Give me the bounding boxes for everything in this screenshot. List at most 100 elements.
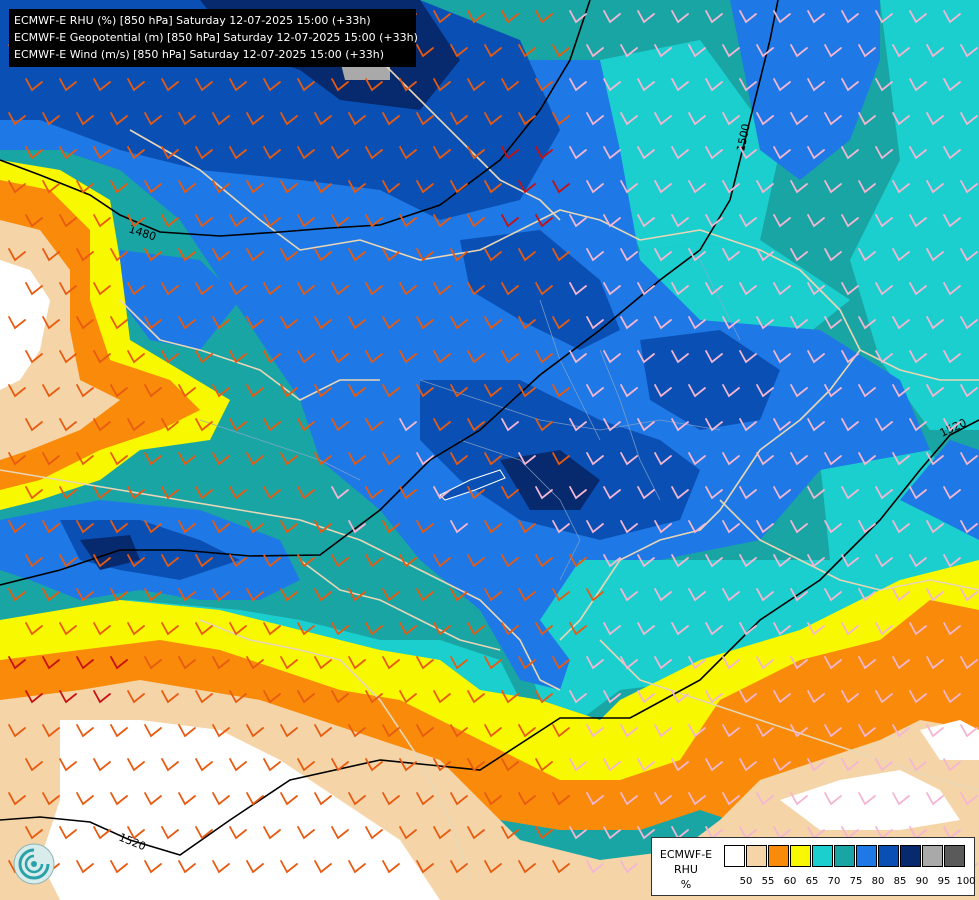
- wind-barb: [637, 10, 655, 24]
- legend-swatch: [944, 845, 965, 867]
- wind-barb: [926, 384, 944, 398]
- legend-tick-label: 65: [805, 876, 819, 887]
- wind-barb: [892, 724, 910, 738]
- wind-barb: [433, 486, 451, 500]
- wind-barb: [59, 418, 77, 432]
- wind-barb: [688, 588, 706, 602]
- wind-barb: [841, 758, 859, 772]
- wind-barb: [331, 758, 349, 772]
- wind-barb: [535, 486, 553, 500]
- wind-barb: [569, 826, 587, 840]
- wind-barb: [280, 248, 298, 262]
- wind-barb: [263, 350, 281, 364]
- wind-barb: [382, 452, 400, 466]
- wind-barb: [790, 792, 808, 806]
- wind-barb: [841, 486, 859, 500]
- wind-barb: [25, 146, 43, 160]
- wind-barb: [705, 690, 723, 704]
- wind-barb: [620, 520, 638, 534]
- wind-barb: [76, 656, 94, 670]
- wind-barb: [756, 520, 774, 534]
- wind-barb: [943, 622, 961, 636]
- wind-barb: [909, 486, 927, 500]
- wind-barb: [229, 486, 247, 500]
- wind-barb: [773, 758, 791, 772]
- wind-barb: [773, 214, 791, 228]
- wind-barb: [739, 214, 757, 228]
- wind-barb: [858, 792, 876, 806]
- wind-barb: [382, 588, 400, 602]
- wind-barb: [280, 316, 298, 330]
- wind-barb: [8, 792, 26, 806]
- wind-barb: [76, 384, 94, 398]
- wind-barb: [42, 112, 60, 126]
- wind-barb: [552, 384, 570, 398]
- wind-barb: [960, 792, 978, 806]
- wind-barb: [450, 180, 468, 194]
- wind-barb: [722, 520, 740, 534]
- wind-barb: [450, 452, 468, 466]
- wind-barb: [93, 486, 111, 500]
- wind-barb: [433, 690, 451, 704]
- wind-barb: [807, 418, 825, 432]
- wind-barb: [161, 78, 179, 92]
- wind-barb: [807, 758, 825, 772]
- wind-barb: [110, 656, 128, 670]
- wind-barb: [59, 350, 77, 364]
- wind-barb: [892, 248, 910, 262]
- wind-barb: [127, 554, 145, 568]
- wind-barb: [93, 350, 111, 364]
- wind-barb: [688, 112, 706, 126]
- wind-barb: [144, 316, 162, 330]
- wind-barb: [705, 486, 723, 500]
- wind-barb: [25, 282, 43, 296]
- wind-barb: [127, 826, 145, 840]
- wind-barb: [739, 622, 757, 636]
- wind-barb: [552, 588, 570, 602]
- wind-barb: [773, 78, 791, 92]
- wind-barb: [654, 588, 672, 602]
- wind-barb: [484, 792, 502, 806]
- wind-barb: [535, 826, 553, 840]
- wind-barb: [382, 520, 400, 534]
- wind-barb: [586, 384, 604, 398]
- wind-barb: [552, 520, 570, 534]
- wind-barb: [110, 248, 128, 262]
- wind-barb: [586, 316, 604, 330]
- wind-barb: [144, 792, 162, 806]
- wind-barb: [348, 520, 366, 534]
- wind-barb: [637, 78, 655, 92]
- wind-barb: [42, 792, 60, 806]
- wind-barb: [263, 214, 281, 228]
- wind-barb: [348, 724, 366, 738]
- wind-barb: [518, 792, 536, 806]
- wind-barb: [739, 350, 757, 364]
- wind-barb: [586, 792, 604, 806]
- wind-barb: [59, 690, 77, 704]
- wind-barb: [348, 860, 366, 874]
- wind-barb: [399, 486, 417, 500]
- wind-barb: [875, 214, 893, 228]
- wind-barb: [263, 418, 281, 432]
- wind-barb: [76, 792, 94, 806]
- wind-barb: [399, 214, 417, 228]
- wind-barb: [756, 248, 774, 262]
- wind-barb: [518, 656, 536, 670]
- wind-barb: [93, 146, 111, 160]
- wind-barb: [484, 656, 502, 670]
- wind-barb: [25, 554, 43, 568]
- wind-barb: [110, 384, 128, 398]
- wind-barb: [331, 826, 349, 840]
- wind-barb: [229, 214, 247, 228]
- wind-barb: [8, 724, 26, 738]
- wind-barb: [450, 656, 468, 670]
- wind-barb: [671, 282, 689, 296]
- wind-barb: [960, 248, 978, 262]
- wind-barb: [603, 214, 621, 228]
- wind-barb: [586, 724, 604, 738]
- wind-barb: [450, 384, 468, 398]
- wind-barb: [484, 588, 502, 602]
- wind-barb: [365, 146, 383, 160]
- wind-barb: [875, 758, 893, 772]
- wind-barb: [42, 316, 60, 330]
